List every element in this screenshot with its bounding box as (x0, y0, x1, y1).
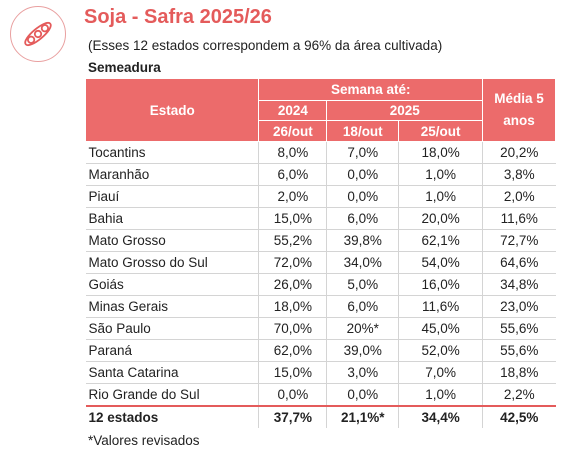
soybean-pod-icon (24, 21, 52, 47)
value-2024: 72,0% (258, 251, 327, 274)
value-media: 11,6% (482, 207, 556, 230)
value-25out: 16,0% (398, 273, 483, 296)
value-25out: 7,0% (398, 361, 483, 384)
col-header-2024: 2024 (258, 100, 328, 121)
page-subtitle: (Esses 12 estados correspondem a 96% da … (88, 38, 443, 53)
value-18out: 6,0% (326, 207, 399, 230)
table-row: Rio Grande do Sul 0,0% 0,0% 1,0% 2,2% (85, 383, 556, 406)
value-2024: 2,0% (258, 185, 327, 208)
col-header-26out: 26/out (258, 120, 328, 142)
value-18out: 6,0% (326, 295, 399, 318)
state-name: Goiás (85, 273, 259, 296)
value-25out: 1,0% (398, 383, 483, 406)
state-name: Tocantins (85, 141, 259, 164)
state-name: Paraná (85, 339, 259, 362)
table-row: Minas Gerais 18,0% 6,0% 11,6% 23,0% (85, 295, 556, 318)
table-row: Santa Catarina 15,0% 3,0% 7,0% 18,8% (85, 361, 556, 384)
value-25out: 11,6% (398, 295, 483, 318)
total-2024: 37,7% (258, 404, 327, 428)
logo (10, 6, 66, 62)
table-row: Paraná 62,0% 39,0% 52,0% 55,6% (85, 339, 556, 362)
value-2024: 18,0% (258, 295, 327, 318)
value-18out: 34,0% (326, 251, 399, 274)
state-name: Santa Catarina (85, 361, 259, 384)
state-name: Bahia (85, 207, 259, 230)
value-2024: 8,0% (258, 141, 327, 164)
col-header-25out: 25/out (398, 120, 484, 142)
value-25out: 1,0% (398, 163, 483, 186)
col-header-semana: Semana até: (258, 78, 484, 101)
value-2024: 26,0% (258, 273, 327, 296)
total-18out: 21,1%* (326, 404, 399, 428)
state-name: Maranhão (85, 163, 259, 186)
value-media: 72,7% (482, 229, 556, 252)
value-media: 34,8% (482, 273, 556, 296)
value-2024: 15,0% (258, 207, 327, 230)
col-header-estado: Estado (84, 78, 260, 142)
value-2024: 55,2% (258, 229, 327, 252)
total-row: 12 estados 37,7% 21,1%* 34,4% 42,5% (85, 404, 556, 428)
col-header-18out: 18/out (326, 120, 400, 142)
value-25out: 20,0% (398, 207, 483, 230)
value-media: 55,6% (482, 339, 556, 362)
col-header-media: Média 5 anos (482, 78, 556, 142)
value-18out: 7,0% (326, 141, 399, 164)
value-25out: 18,0% (398, 141, 483, 164)
table-row: Maranhão 6,0% 0,0% 1,0% 3,8% (85, 163, 556, 186)
state-name: Rio Grande do Sul (85, 383, 259, 406)
state-name: Mato Grosso (85, 229, 259, 252)
table-row: Goiás 26,0% 5,0% 16,0% 34,8% (85, 273, 556, 296)
value-2024: 70,0% (258, 317, 327, 340)
value-media: 64,6% (482, 251, 556, 274)
value-media: 2,2% (482, 383, 556, 406)
table-row: Mato Grosso do Sul 72,0% 34,0% 54,0% 64,6% (85, 251, 556, 274)
total-label: 12 estados (85, 404, 259, 428)
total-media: 42,5% (482, 404, 556, 428)
value-25out: 1,0% (398, 185, 483, 208)
value-media: 18,8% (482, 361, 556, 384)
value-2024: 62,0% (258, 339, 327, 362)
state-name: Minas Gerais (85, 295, 259, 318)
value-2024: 0,0% (258, 383, 327, 406)
value-25out: 52,0% (398, 339, 483, 362)
value-18out: 0,0% (326, 185, 399, 208)
table-row: Tocantins 8,0% 7,0% 18,0% 20,2% (85, 141, 556, 164)
table-row: Mato Grosso 55,2% 39,8% 62,1% 72,7% (85, 229, 556, 252)
value-2024: 6,0% (258, 163, 327, 186)
value-media: 23,0% (482, 295, 556, 318)
value-18out: 5,0% (326, 273, 399, 296)
footnote: *Valores revisados (88, 433, 200, 448)
sowing-table: Estado Semana até: Média 5 anos 2024 202… (84, 78, 556, 428)
total-25out: 34,4% (398, 404, 483, 428)
value-media: 55,6% (482, 317, 556, 340)
state-name: Piauí (85, 185, 259, 208)
page-title: Soja - Safra 2025/26 (84, 6, 272, 28)
value-2024: 15,0% (258, 361, 327, 384)
value-18out: 39,8% (326, 229, 399, 252)
table-row: São Paulo 70,0% 20%* 45,0% 55,6% (85, 317, 556, 340)
value-media: 20,2% (482, 141, 556, 164)
table-row: Piauí 2,0% 0,0% 1,0% 2,0% (85, 185, 556, 208)
col-header-2025: 2025 (326, 100, 484, 121)
value-18out: 39,0% (326, 339, 399, 362)
value-18out: 0,0% (326, 383, 399, 406)
value-18out: 20%* (326, 317, 399, 340)
section-title: Semeadura (88, 60, 161, 75)
value-media: 2,0% (482, 185, 556, 208)
table-row: Bahia 15,0% 6,0% 20,0% 11,6% (85, 207, 556, 230)
state-name: Mato Grosso do Sul (85, 251, 259, 274)
value-18out: 0,0% (326, 163, 399, 186)
value-25out: 45,0% (398, 317, 483, 340)
value-18out: 3,0% (326, 361, 399, 384)
state-name: São Paulo (85, 317, 259, 340)
value-25out: 62,1% (398, 229, 483, 252)
value-25out: 54,0% (398, 251, 483, 274)
value-media: 3,8% (482, 163, 556, 186)
